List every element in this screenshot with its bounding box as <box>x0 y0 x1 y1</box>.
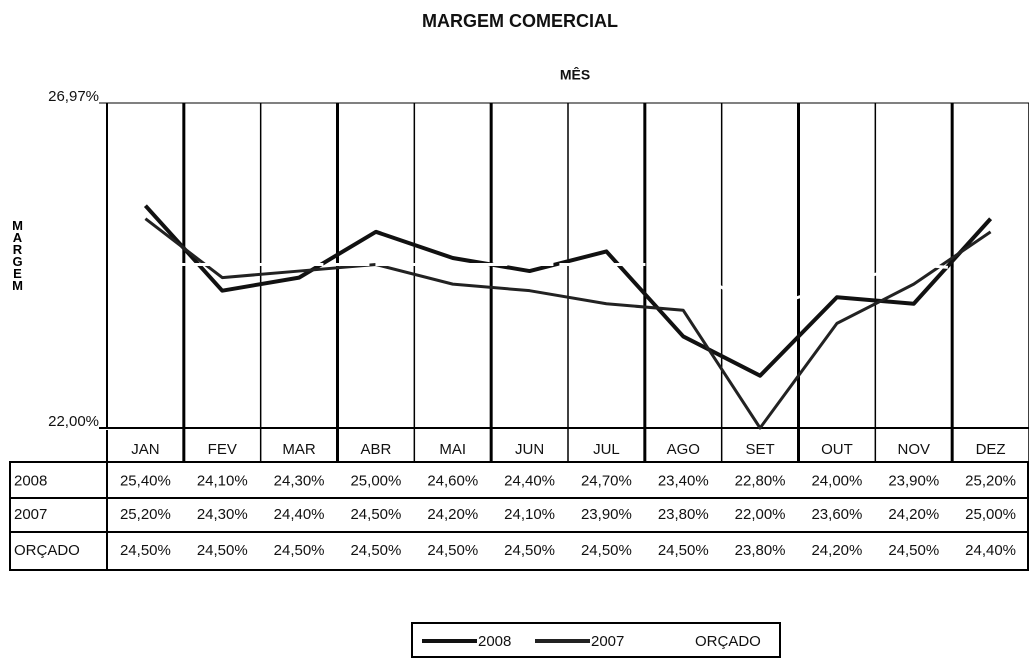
table-cell: 25,00% <box>350 472 401 489</box>
x-tick-label: NOV <box>897 441 930 458</box>
table-cell: 22,00% <box>735 506 786 523</box>
table-row-header: 2008 <box>14 472 47 489</box>
x-tick-label: FEV <box>208 441 237 458</box>
table-cell: 24,50% <box>197 542 248 559</box>
x-axis-title: MÊS <box>560 66 590 83</box>
table-cell: 25,20% <box>965 472 1016 489</box>
legend-label: 2007 <box>591 633 624 650</box>
table-cell: 24,10% <box>504 506 555 523</box>
y-tick-label: 26,97% <box>48 88 99 105</box>
table-cell: 24,50% <box>120 542 171 559</box>
table-cell: 24,50% <box>427 542 478 559</box>
table-cell: 24,60% <box>427 472 478 489</box>
series-line <box>145 263 991 312</box>
table-cell: 23,80% <box>735 542 786 559</box>
table-cell: 24,50% <box>350 542 401 559</box>
legend-label: ORÇADO <box>695 633 761 650</box>
table-cell: 24,70% <box>581 472 632 489</box>
x-tick-label: MAI <box>439 441 466 458</box>
table-cell: 24,00% <box>811 472 862 489</box>
x-tick-label: SET <box>745 441 774 458</box>
table-cell: 23,90% <box>888 472 939 489</box>
x-tick-label: ABR <box>360 441 391 458</box>
table-cell: 24,50% <box>504 542 555 559</box>
table-cell: 24,50% <box>274 542 325 559</box>
table-cell: 24,20% <box>811 542 862 559</box>
table-cell: 24,50% <box>350 506 401 523</box>
x-tick-label: DEZ <box>976 441 1006 458</box>
table-cell: 24,50% <box>658 542 709 559</box>
table-row-header: ORÇADO <box>14 542 80 559</box>
table-cell: 24,50% <box>581 542 632 559</box>
x-tick-label: AGO <box>667 441 700 458</box>
table-cell: 24,30% <box>197 506 248 523</box>
table-cell: 24,10% <box>197 472 248 489</box>
table-cell: 24,40% <box>274 506 325 523</box>
table-cell: 22,80% <box>735 472 786 489</box>
y-tick-label: 22,00% <box>48 413 99 430</box>
table-row-header: 2007 <box>14 506 47 523</box>
x-tick-label: JUL <box>593 441 620 458</box>
table-cell: 25,00% <box>965 506 1016 523</box>
table-cell: 23,40% <box>658 472 709 489</box>
table-cell: 24,50% <box>888 542 939 559</box>
table-cell: 24,40% <box>965 542 1016 559</box>
series-line <box>144 217 992 430</box>
table-cell: 24,20% <box>888 506 939 523</box>
x-tick-label: MAR <box>282 441 316 458</box>
series-line <box>143 204 993 378</box>
table-cell: 25,20% <box>120 506 171 523</box>
legend-box <box>411 622 781 658</box>
table-cell: 23,90% <box>581 506 632 523</box>
table-cell: 23,80% <box>658 506 709 523</box>
table-cell: 24,30% <box>274 472 325 489</box>
table-cell: 24,20% <box>427 506 478 523</box>
y-axis-title: MARGEM <box>10 218 25 290</box>
table-cell: 23,60% <box>811 506 862 523</box>
table-cell: 24,40% <box>504 472 555 489</box>
chart-title: MARGEM COMERCIAL <box>422 11 618 31</box>
x-tick-label: JUN <box>515 441 544 458</box>
x-tick-label: JAN <box>131 441 159 458</box>
legend-label: 2008 <box>478 633 511 650</box>
table-cell: 25,40% <box>120 472 171 489</box>
x-tick-label: OUT <box>821 441 853 458</box>
